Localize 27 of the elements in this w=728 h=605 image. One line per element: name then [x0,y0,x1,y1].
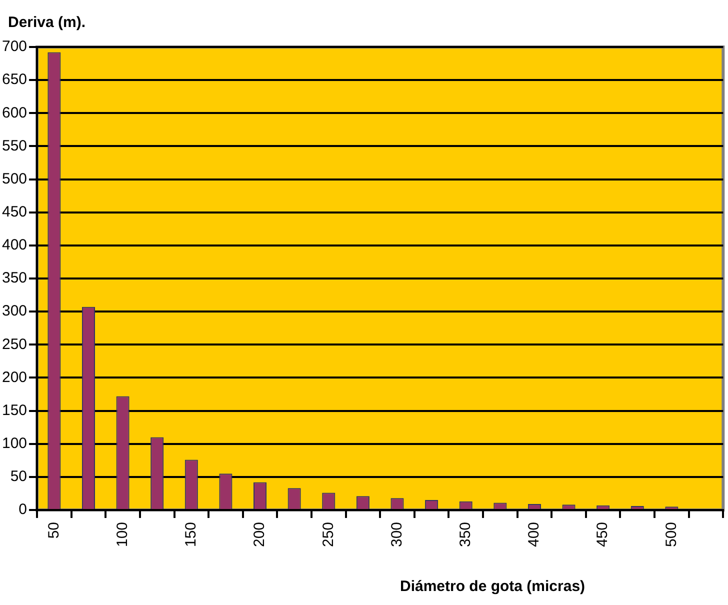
x-tick-label: 50 [45,522,62,539]
y-tick-label: 200 [2,368,28,386]
y-tick-label: 0 [18,501,28,518]
x-tick-label: 100 [114,522,131,548]
x-tick-label: 400 [526,522,543,548]
x-tick-label: 150 [182,522,200,548]
y-tick-label: 550 [2,137,28,154]
y-tick-label: 400 [2,236,28,254]
x-tick-label: 450 [594,522,612,548]
y-tick-label: 450 [2,203,28,220]
y-tick-label: 500 [2,170,28,188]
y-tick-label: 350 [2,270,28,287]
y-tick-label: 250 [2,336,28,353]
y-axis-title: Deriva (m). [8,14,86,31]
y-tick-label: 700 [2,38,28,56]
y-tick-label: 150 [2,402,28,419]
y-tick-label: 100 [2,434,28,452]
y-tick-label: 300 [2,302,28,320]
x-tick-label: 500 [662,522,680,548]
x-tick-label: 350 [456,522,474,548]
y-tick-label: 50 [10,468,28,486]
x-tick-label: 300 [388,522,406,548]
x-axis-title: Diámetro de gota (micras) [400,578,586,595]
y-tick-label: 650 [2,71,28,88]
x-tick-label: 250 [320,522,337,548]
y-tick-label: 600 [2,104,28,122]
x-tick-label: 200 [251,522,268,548]
